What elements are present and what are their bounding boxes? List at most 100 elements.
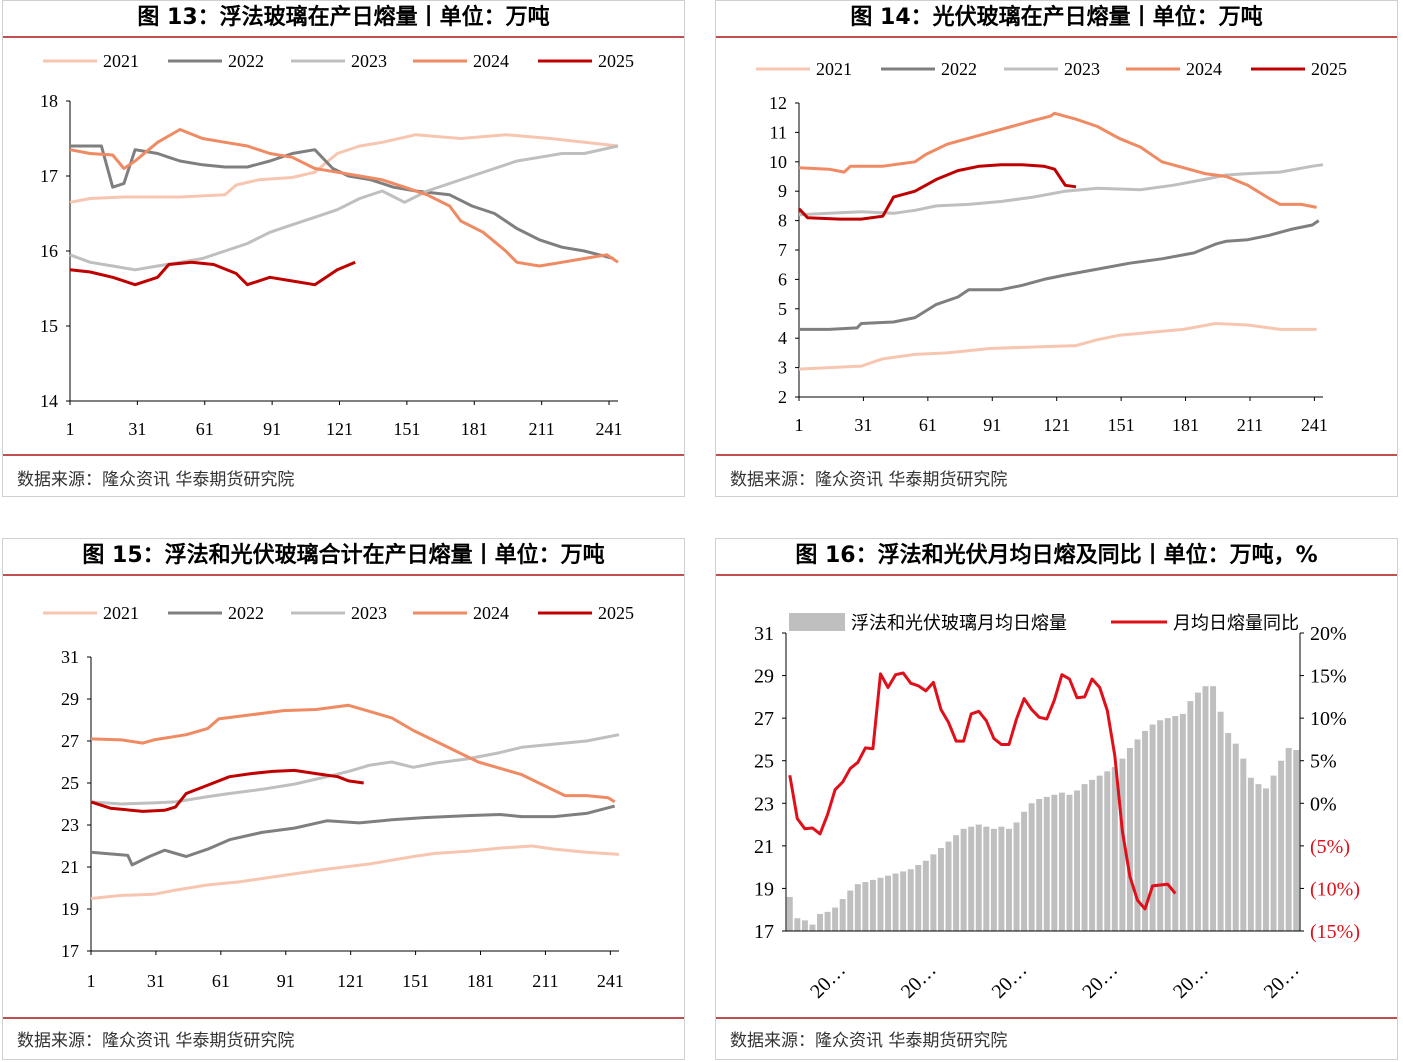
bar (1043, 796, 1050, 931)
x-tick-label: 121 (337, 971, 364, 991)
y-tick-label: 19 (61, 899, 79, 919)
combo-chart-16: 17 19 21 23 25 27 29 31 (15%) (10%) (5%) 0% 5% 10% 15%… (754, 613, 1360, 1003)
left-tick-label: 21 (754, 836, 774, 858)
y-tick-label: 10 (769, 152, 787, 172)
bar (1285, 747, 1292, 931)
series-line-2023 (798, 163, 1324, 217)
x-tick-label: 1 (87, 971, 96, 991)
x-tick-label: 241 (596, 419, 623, 439)
legend-label-2021: 2021 (103, 51, 139, 71)
x-tick-label: 61 (196, 419, 214, 439)
bar (862, 882, 869, 931)
chart-title-16: 图 16：浮法和光伏月均日熔及同比丨单位：万吨，% (795, 543, 1318, 568)
x-tick-label: 211 (528, 419, 554, 439)
bar (1247, 777, 1254, 931)
series-line-2021 (69, 133, 619, 204)
bar (1172, 716, 1179, 931)
left-tick-label: 17 (754, 921, 774, 943)
bar (839, 899, 846, 931)
x-tick-label: 241 (1301, 415, 1328, 435)
bar (998, 826, 1005, 931)
bar (832, 907, 839, 931)
footer-rule (3, 1017, 684, 1019)
bar (801, 920, 808, 931)
y-tick-label: 12 (769, 93, 787, 113)
series-line-2024 (798, 111, 1317, 209)
x-tick-label: 211 (532, 971, 558, 991)
y-tick-label: 2 (778, 387, 787, 407)
bar (1096, 775, 1103, 931)
bar (990, 828, 997, 931)
bar (1263, 788, 1269, 931)
series-line-2024 (90, 703, 616, 804)
title-rule (3, 36, 684, 38)
bar (1187, 701, 1194, 931)
series-line-2025 (797, 163, 1077, 221)
footer-rule (3, 454, 684, 456)
data-source: 数据来源：隆众资讯 华泰期货研究院 (730, 1031, 1008, 1051)
y-tick-label: 8 (778, 211, 787, 231)
left-tick-label: 29 (754, 666, 774, 688)
x-tick-label: 181 (467, 971, 494, 991)
y-tick-label: 14 (40, 391, 58, 411)
left-tick-label: 23 (754, 793, 774, 815)
left-tick-label: 27 (754, 708, 774, 730)
series-line-2023 (69, 144, 619, 272)
legend-label-2022: 2022 (228, 51, 264, 71)
series-line-2021 (90, 844, 620, 900)
x-tick-label: 31 (128, 419, 146, 439)
bar (975, 824, 982, 931)
series-line-2024 (69, 128, 619, 268)
bar (945, 841, 952, 931)
bar (1210, 686, 1217, 931)
x-tick-label: 20… (806, 959, 850, 1003)
x-tick-label: 151 (393, 419, 420, 439)
bar (1157, 720, 1164, 931)
bar (869, 879, 876, 931)
bar (1240, 758, 1247, 931)
bar (817, 913, 823, 931)
legend-label-2022: 2022 (941, 59, 977, 79)
title-rule (716, 574, 1397, 576)
bar (1074, 790, 1080, 931)
y-tick-label: 5 (778, 299, 787, 319)
bar (900, 871, 907, 931)
yoy-line (788, 671, 1177, 911)
y-tick-label: 17 (40, 166, 58, 186)
x-tick-label: 20… (988, 959, 1032, 1003)
series-line-2022 (70, 144, 614, 260)
series-line-2025 (90, 768, 364, 813)
y-tick-label: 27 (61, 731, 79, 751)
x-tick-label: 20… (1078, 959, 1122, 1003)
legend-label-line: 月均日熔量同比 (1173, 613, 1299, 633)
bar (1134, 739, 1141, 931)
y-tick-label: 16 (40, 241, 58, 261)
bar (915, 865, 922, 931)
bar (1126, 747, 1133, 931)
x-tick-label: 31 (147, 971, 165, 991)
x-tick-label: 20… (1169, 959, 1213, 1003)
right-tick-label: 0% (1310, 793, 1337, 815)
bar (983, 826, 990, 931)
bar (937, 847, 944, 931)
x-tick-label: 91 (983, 415, 1001, 435)
bar (907, 869, 914, 931)
bar (1217, 711, 1224, 931)
legend-label-2023: 2023 (1064, 59, 1100, 79)
y-tick-label: 29 (61, 689, 79, 709)
bar (1119, 758, 1126, 931)
bar (1104, 771, 1111, 931)
bar (1164, 718, 1171, 931)
bar (1149, 724, 1156, 931)
bar (854, 884, 861, 931)
series-line-2022 (799, 219, 1320, 331)
x-tick-label: 121 (326, 419, 353, 439)
legend-label-2021: 2021 (103, 603, 139, 623)
x-tick-label: 181 (1172, 415, 1199, 435)
right-tick-label: 20% (1310, 623, 1347, 645)
right-tick-label: (10%) (1310, 878, 1360, 900)
x-tick-label: 91 (263, 419, 281, 439)
y-tick-label: 11 (770, 122, 787, 142)
